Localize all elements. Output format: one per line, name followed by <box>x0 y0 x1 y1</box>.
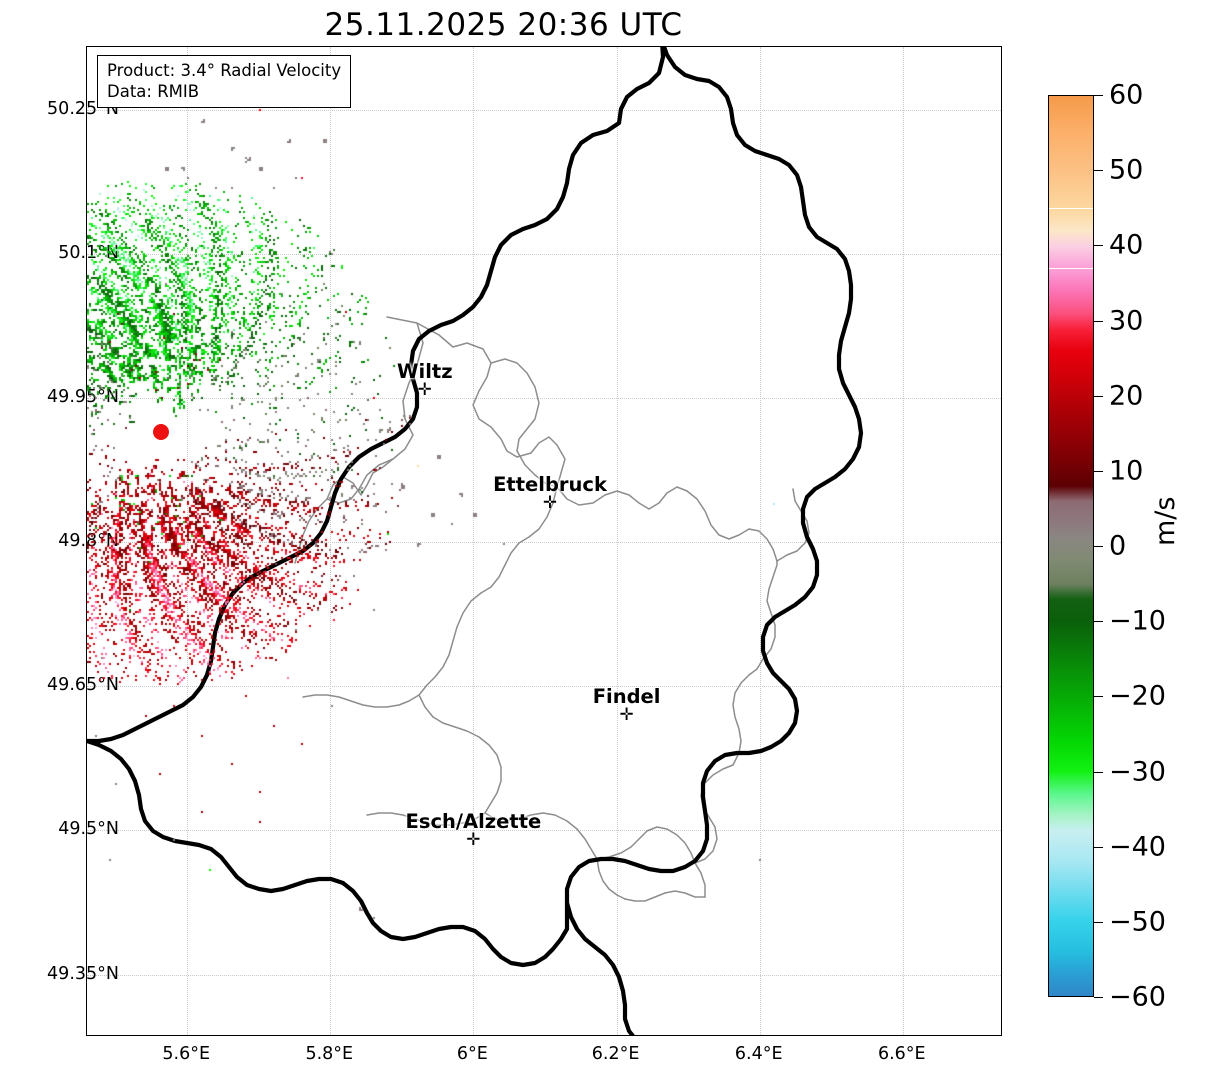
colorbar-segment-33 <box>1049 921 1093 951</box>
colorbar-segment-14 <box>1049 471 1093 486</box>
colorbar-segment-9 <box>1049 328 1093 351</box>
plot-inner: Product: 3.4° Radial Velocity Data: RMIB… <box>87 47 1001 1035</box>
x-tick-label-5: 6.6°E <box>877 1044 926 1064</box>
city-label: Esch/Alzette <box>405 810 542 834</box>
city-cross-icon: ✛ <box>619 705 634 726</box>
velocity-colorbar[interactable] <box>1048 95 1094 997</box>
colorbar-tick-label-6: 0 <box>1109 530 1127 562</box>
x-tick-label-4: 6.4°E <box>734 1044 783 1064</box>
colorbar-tick-7 <box>1094 621 1103 623</box>
colorbar-segment-15 <box>1049 486 1093 501</box>
colorbar-segment-30 <box>1049 831 1093 861</box>
city-marker-findel: Findel ✛ <box>592 685 661 726</box>
colorbar-tick-4 <box>1094 395 1103 397</box>
colorbar-segment-35 <box>1049 973 1093 996</box>
data-source-line: Data: RMIB <box>107 82 200 101</box>
city-marker-esch-alzette: Esch/Alzette ✛ <box>405 810 542 851</box>
colorbar-segment-17 <box>1049 523 1093 539</box>
colorbar-segment-10 <box>1049 351 1093 381</box>
colorbar-tick-label-10: −40 <box>1109 831 1166 863</box>
colorbar-segment-29 <box>1049 816 1093 831</box>
colorbar-segment-34 <box>1049 951 1093 974</box>
colorbar-segment-20 <box>1049 583 1093 599</box>
colorbar-segment-18 <box>1049 538 1093 561</box>
x-tick-label-3: 6.2°E <box>591 1044 640 1064</box>
colorbar-tick-1 <box>1094 170 1103 172</box>
colorbar-tick-label-3: 30 <box>1109 305 1144 336</box>
colorbar-segment-2 <box>1049 170 1093 209</box>
colorbar-tick-8 <box>1094 696 1103 698</box>
colorbar-segment-25 <box>1049 711 1093 741</box>
colorbar-tick-10 <box>1094 846 1103 848</box>
city-label: Wiltz <box>397 360 453 384</box>
city-cross-icon: ✛ <box>417 380 432 401</box>
colorbar-segment-12 <box>1049 411 1093 441</box>
product-line: Product: 3.4° Radial Velocity <box>107 61 342 80</box>
colorbar-segment-31 <box>1049 861 1093 891</box>
colorbar-segment-28 <box>1049 793 1093 816</box>
city-marker-ettelbruck: Ettelbruck ✛ <box>493 472 607 513</box>
page-title: 25.11.2025 20:36 UTC <box>324 7 683 43</box>
colorbar-segment-24 <box>1049 681 1093 711</box>
colorbar-segment-26 <box>1049 740 1093 771</box>
colorbar-tick-12 <box>1094 997 1103 998</box>
colorbar-segment-8 <box>1049 313 1093 329</box>
x-tick-label-1: 5.8°E <box>305 1044 354 1064</box>
colorbar-segment-5 <box>1049 245 1093 269</box>
colorbar-segment-21 <box>1049 598 1093 621</box>
radar-echo-layer <box>87 47 1001 1035</box>
colorbar-segment-16 <box>1049 501 1093 524</box>
colorbar-segment-19 <box>1049 561 1093 584</box>
city-marker-wiltz: Wiltz ✛ <box>397 360 453 401</box>
colorbar-segment-27 <box>1049 771 1093 794</box>
city-cross-icon: ✛ <box>542 492 558 513</box>
colorbar-segment-11 <box>1049 381 1093 411</box>
colorbar-tick-label-4: 20 <box>1109 380 1144 412</box>
colorbar-tick-label-1: 50 <box>1109 154 1144 186</box>
colorbar-tick-label-2: 40 <box>1109 229 1144 261</box>
x-tick-label-0: 5.6°E <box>162 1044 211 1064</box>
colorbar-tick-9 <box>1094 771 1103 773</box>
colorbar-tick-label-8: −20 <box>1109 680 1166 712</box>
colorbar-segment-3 <box>1049 208 1093 231</box>
colorbar-segment-23 <box>1049 651 1093 681</box>
city-label: Ettelbruck <box>493 472 607 496</box>
colorbar-segment-6 <box>1049 268 1093 291</box>
colorbar-segment-0 <box>1049 96 1093 134</box>
colorbar-tick-2 <box>1094 245 1103 247</box>
colorbar-segment-4 <box>1049 231 1093 246</box>
colorbar-gradient <box>1048 95 1094 997</box>
colorbar-tick-5 <box>1094 470 1103 472</box>
colorbar-segment-1 <box>1049 133 1093 171</box>
colorbar-segment-7 <box>1049 291 1093 314</box>
colorbar-segment-13 <box>1049 441 1093 471</box>
colorbar-tick-11 <box>1094 921 1103 923</box>
colorbar-tick-label-11: −50 <box>1109 906 1166 938</box>
colorbar-segment-32 <box>1049 891 1093 921</box>
radar-map-plot[interactable]: Product: 3.4° Radial Velocity Data: RMIB… <box>86 46 1002 1036</box>
colorbar-tick-label-12: −60 <box>1109 981 1166 1013</box>
colorbar-segment-22 <box>1049 621 1093 651</box>
colorbar-unit-label: m/s <box>1150 496 1181 546</box>
x-tick-label-2: 6°E <box>456 1044 488 1064</box>
product-info-box: Product: 3.4° Radial Velocity Data: RMIB <box>97 55 352 108</box>
colorbar-tick-6 <box>1094 546 1103 547</box>
city-label: Findel <box>592 685 661 709</box>
radar-site-marker <box>147 419 174 446</box>
colorbar-tick-0 <box>1094 95 1103 96</box>
city-cross-icon: ✛ <box>466 830 481 851</box>
colorbar-tick-label-5: 10 <box>1109 455 1144 487</box>
colorbar-tick-label-9: −30 <box>1109 756 1166 787</box>
colorbar-tick-label-7: −10 <box>1109 605 1166 637</box>
colorbar-tick-3 <box>1094 320 1103 322</box>
colorbar-tick-label-0: 60 <box>1109 79 1144 111</box>
